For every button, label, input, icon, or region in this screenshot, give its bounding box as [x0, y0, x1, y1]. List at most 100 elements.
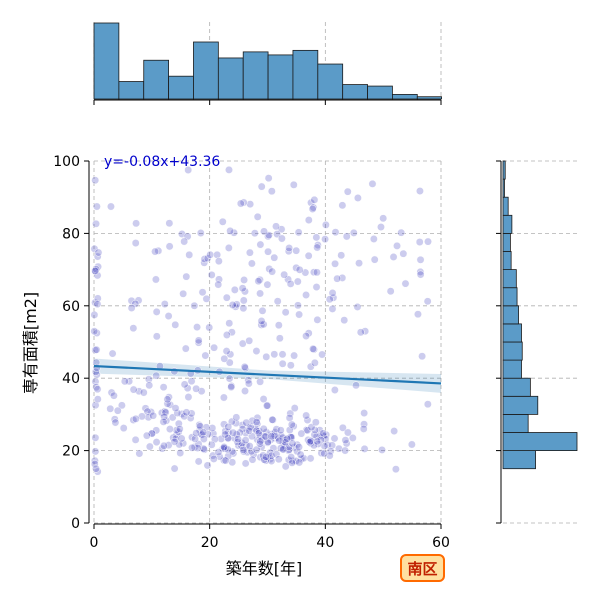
scatter-point — [220, 354, 229, 363]
scatter-point — [131, 414, 140, 423]
scatter-point — [342, 232, 351, 241]
scatter-point — [129, 324, 138, 333]
scatter-point — [287, 453, 296, 462]
scatter-point — [270, 431, 279, 440]
scatter-point — [160, 412, 169, 421]
scatter-point — [91, 447, 100, 456]
scatter-point — [330, 386, 339, 394]
scatter-point — [401, 279, 410, 288]
scatter-point — [161, 408, 170, 417]
scatter-point — [333, 274, 342, 283]
y-tick-label: 0 — [71, 516, 80, 532]
scatter-point — [172, 426, 181, 435]
scatter-point — [241, 287, 249, 296]
scatter-point — [91, 401, 100, 410]
scatter-point — [175, 440, 184, 449]
scatter-point — [182, 272, 191, 281]
scatter-point — [285, 244, 294, 252]
scatter-point — [119, 424, 128, 433]
scatter-point — [284, 247, 293, 256]
scatter-point — [254, 277, 263, 286]
scatter-point — [222, 331, 231, 339]
scatter-point — [233, 438, 242, 447]
scatter-point — [312, 268, 321, 277]
scatter-point — [203, 461, 212, 470]
scatter-point — [255, 439, 264, 448]
scatter-point — [256, 240, 265, 249]
scatter-point — [91, 176, 100, 185]
scatter-point — [221, 427, 230, 436]
scatter-point — [309, 344, 317, 353]
scatter-point — [148, 429, 156, 438]
scatter-point — [309, 203, 318, 212]
top-hist-bar — [118, 81, 145, 100]
right-hist-bar — [502, 232, 511, 252]
scatter-point — [226, 226, 235, 235]
scatter-point — [313, 243, 322, 252]
scatter-point — [131, 435, 140, 444]
scatter-point — [415, 238, 424, 246]
scatter-point — [297, 429, 306, 438]
scatter-point — [207, 440, 216, 449]
regression-line — [93, 364, 442, 385]
right-hist-bar — [502, 196, 509, 216]
scatter-point — [92, 383, 101, 392]
scatter-point — [107, 202, 115, 211]
scatter-points — [90, 165, 432, 476]
scatter-point — [154, 246, 163, 255]
scatter-point — [244, 379, 253, 388]
scatter-point — [272, 222, 280, 231]
scatter-point — [281, 462, 290, 471]
scatter-point — [390, 427, 399, 436]
scatter-point — [208, 424, 217, 432]
scatter-point — [240, 276, 249, 284]
right-hist-bar — [502, 160, 506, 180]
scatter-point — [185, 250, 194, 259]
scatter-point — [252, 418, 261, 426]
scatter-point — [348, 434, 357, 442]
scatter-point — [199, 428, 208, 437]
scatter-point — [287, 420, 296, 429]
scatter-point — [120, 377, 129, 386]
scatter-point — [131, 239, 140, 248]
scatter-point — [255, 275, 264, 284]
scatter-point — [286, 279, 295, 288]
scatter-point — [295, 443, 303, 451]
scatter-point — [389, 253, 398, 261]
scatter-point — [145, 381, 154, 390]
region-badge: 南区 — [400, 554, 445, 582]
scatter-point — [180, 237, 189, 246]
scatter-point — [359, 424, 368, 433]
scatter-point — [306, 454, 315, 463]
scatter-point — [109, 391, 118, 400]
scatter-point — [315, 426, 324, 435]
scatter-point — [377, 223, 385, 231]
scatter-point — [152, 438, 161, 447]
scatter-point — [273, 297, 282, 306]
top-hist-bar — [416, 96, 442, 100]
top-hist-bar — [292, 49, 319, 100]
scatter-point — [225, 374, 234, 383]
scatter-point — [423, 400, 432, 409]
scatter-point — [232, 300, 241, 309]
scatter-point — [341, 446, 350, 455]
scatter-point — [171, 434, 180, 443]
scatter-point — [245, 426, 254, 435]
scatter-point — [192, 384, 201, 393]
scatter-point — [142, 431, 151, 440]
top-hist-bar — [143, 59, 170, 100]
scatter-point — [187, 377, 196, 386]
scatter-point — [325, 295, 334, 304]
scatter-point — [152, 332, 161, 341]
scatter-point — [160, 300, 169, 308]
region-badge-box — [400, 554, 445, 582]
scatter-point — [313, 315, 322, 324]
scatter-point — [90, 456, 99, 465]
scatter-point — [248, 416, 257, 425]
scatter-point — [91, 298, 100, 307]
scatter-point — [355, 259, 363, 268]
scatter-point — [219, 393, 228, 402]
scatter-point — [262, 452, 270, 461]
scatter-point — [195, 420, 204, 429]
scatter-point — [257, 317, 266, 325]
